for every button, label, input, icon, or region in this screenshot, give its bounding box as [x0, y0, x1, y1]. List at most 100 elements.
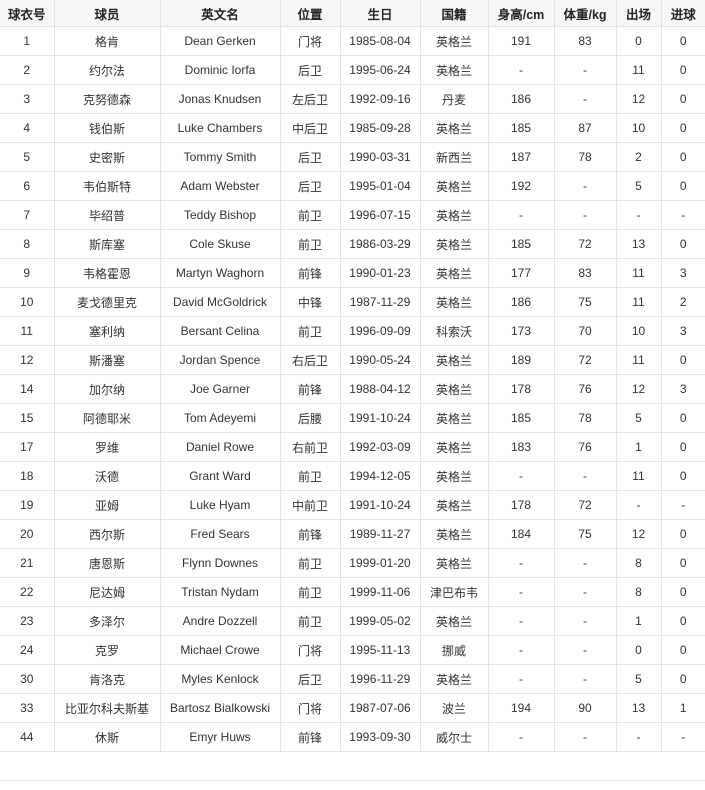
- cell-number: 30: [0, 664, 55, 694]
- table-row: 17 罗维 Daniel Rowe 右前卫 1992-03-09 英格兰 183 76 1 0: [0, 432, 705, 462]
- table-row: 30 肯洛克 Myles Kenlock 后卫 1996-11-29 英格兰 - -5 0: [0, 664, 705, 694]
- cell-player: 史密斯: [53, 142, 161, 172]
- cell-goals: 3: [660, 374, 705, 404]
- cell-appearances: -: [615, 200, 662, 230]
- cell-nationality: 英格兰: [419, 287, 489, 317]
- cell-appearances: 1: [615, 606, 662, 636]
- cell-birthday: 1991-10-24: [339, 490, 421, 520]
- cell-goals: 0: [660, 432, 705, 462]
- cell-english-name: David McGoldrick: [159, 287, 281, 317]
- cell-position: 中前卫: [279, 490, 341, 520]
- table-row: 4 钱伯斯 Luke Chambers 中后卫 1985-09-28 英格兰 185 87 10…: [0, 113, 705, 143]
- cell-nationality: 英格兰: [419, 490, 489, 520]
- cell-goals: 3: [660, 316, 705, 346]
- cell-nationality: 英格兰: [419, 229, 489, 259]
- cell-number: 18: [0, 461, 55, 491]
- cell-birthday: 1990-01-23: [339, 258, 421, 288]
- cell-height: -: [487, 635, 555, 665]
- cell-appearances: 0: [615, 26, 662, 56]
- cell-birthday: 1992-09-16: [339, 84, 421, 114]
- cell-number: 6: [0, 171, 55, 201]
- cell-weight: -: [553, 461, 617, 491]
- cell-position: 前锋: [279, 374, 341, 404]
- cell-weight: -: [553, 577, 617, 607]
- cell-weight: 76: [553, 374, 617, 404]
- cell-english-name: Fred Sears: [159, 519, 281, 549]
- cell-nationality: 挪威: [419, 635, 489, 665]
- cell-height: 178: [487, 374, 555, 404]
- cell-appearances: 1: [615, 432, 662, 462]
- cell-weight: 78: [553, 403, 617, 433]
- cell-position: 门将: [279, 693, 341, 723]
- cell-height: 187: [487, 142, 555, 172]
- cell-english-name: Bersant Celina: [159, 316, 281, 346]
- cell-number: 21: [0, 548, 55, 578]
- cell-position: 后卫: [279, 171, 341, 201]
- cell-player: 塞利纳: [53, 316, 161, 346]
- cell-height: 186: [487, 84, 555, 114]
- cell-height: -: [487, 200, 555, 230]
- cell-number: 14: [0, 374, 55, 404]
- cell-position: 前卫: [279, 229, 341, 259]
- cell-number: 10: [0, 287, 55, 317]
- cell-weight: -: [553, 84, 617, 114]
- cell-nationality: 英格兰: [419, 519, 489, 549]
- cell-weight: -: [553, 664, 617, 694]
- cell-height: 194: [487, 693, 555, 723]
- cell-english-name: Dean Gerken: [159, 26, 281, 56]
- cell-english-name: Daniel Rowe: [159, 432, 281, 462]
- cell-english-name: Jonas Knudsen: [159, 84, 281, 114]
- cell-weight: 90: [553, 693, 617, 723]
- column-header-number: 球衣号: [0, 0, 55, 27]
- cell-height: 185: [487, 229, 555, 259]
- cell-english-name: Luke Chambers: [159, 113, 281, 143]
- cell-nationality: 英格兰: [419, 403, 489, 433]
- cell-english-name: Dominic Iorfa: [159, 55, 281, 85]
- cell-appearances: 13: [615, 229, 662, 259]
- cell-birthday: 1994-12-05: [339, 461, 421, 491]
- table-row: 44 休斯 Emyr Huws 前锋 1993-09-30 威尔士 - - - -: [0, 722, 705, 752]
- cell-position: 右后卫: [279, 345, 341, 375]
- cell-goals: 0: [660, 606, 705, 636]
- cell-goals: 0: [660, 664, 705, 694]
- cell-birthday: 1988-04-12: [339, 374, 421, 404]
- table-row: 24 克罗 Michael Crowe 门将 1995-11-13 挪威 - -0 0: [0, 635, 705, 665]
- cell-position: 前卫: [279, 548, 341, 578]
- cell-position: 左后卫: [279, 84, 341, 114]
- cell-position: 前卫: [279, 200, 341, 230]
- cell-height: -: [487, 548, 555, 578]
- cell-birthday: 1986-03-29: [339, 229, 421, 259]
- cell-birthday: 1992-03-09: [339, 432, 421, 462]
- cell-position: 后卫: [279, 55, 341, 85]
- cell-height: 178: [487, 490, 555, 520]
- cell-player: 唐恩斯: [53, 548, 161, 578]
- cell-weight: -: [553, 548, 617, 578]
- cell-birthday: 1996-09-09: [339, 316, 421, 346]
- cell-position: 前卫: [279, 577, 341, 607]
- cell-goals: -: [660, 722, 705, 752]
- table-row: 21 唐恩斯 Flynn Downes 前卫 1999-01-20 英格兰 - -8 0: [0, 548, 705, 578]
- cell-player: 韦格霍恩: [53, 258, 161, 288]
- cell-english-name: Cole Skuse: [159, 229, 281, 259]
- cell-appearances: 5: [615, 171, 662, 201]
- cell-player: 斯潘塞: [53, 345, 161, 375]
- cell-english-name: Luke Hyam: [159, 490, 281, 520]
- table-row: 5 史密斯 Tommy Smith 后卫 1990-03-31 新西兰 187 78 2 0: [0, 142, 705, 172]
- cell-english-name: Bartosz Bialkowski: [159, 693, 281, 723]
- cell-appearances: 13: [615, 693, 662, 723]
- cell-goals: 0: [660, 113, 705, 143]
- cell-number: 23: [0, 606, 55, 636]
- cell-appearances: 10: [615, 316, 662, 346]
- cell-height: -: [487, 722, 555, 752]
- cell-nationality: 英格兰: [419, 606, 489, 636]
- cell-number: 12: [0, 345, 55, 375]
- table-row: 7 毕绍普 Teddy Bishop 前卫 1996-07-15 英格兰 - - - -: [0, 200, 705, 230]
- cell-weight: 83: [553, 26, 617, 56]
- cell-nationality: 英格兰: [419, 374, 489, 404]
- cell-player: 罗维: [53, 432, 161, 462]
- cell-birthday: 1985-08-04: [339, 26, 421, 56]
- cell-player: 尼达姆: [53, 577, 161, 607]
- cell-nationality: 英格兰: [419, 432, 489, 462]
- cell-player: 麦戈德里克: [53, 287, 161, 317]
- cell-position: 门将: [279, 26, 341, 56]
